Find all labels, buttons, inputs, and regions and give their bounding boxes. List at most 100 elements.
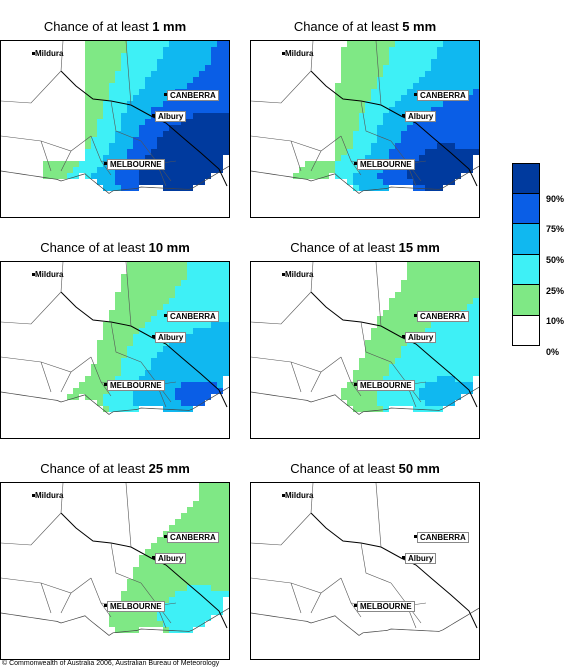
probability-cell <box>169 591 175 597</box>
probability-cell <box>157 561 163 567</box>
probability-cell <box>205 71 211 77</box>
probability-cell <box>211 507 217 513</box>
probability-cell <box>341 173 347 179</box>
probability-cell <box>217 107 223 113</box>
probability-cell <box>455 376 461 382</box>
probability-cell <box>199 561 205 567</box>
probability-cell <box>181 513 187 519</box>
probability-cell <box>127 262 133 268</box>
probability-cell <box>151 47 157 53</box>
probability-cell <box>169 543 175 549</box>
probability-cell <box>205 286 211 292</box>
probability-cell <box>223 537 229 543</box>
probability-cell <box>181 125 187 131</box>
probability-cell <box>419 59 425 65</box>
probability-cell <box>115 71 121 77</box>
probability-cell <box>473 65 479 71</box>
state-border <box>310 70 478 187</box>
probability-cell <box>407 125 413 131</box>
probability-cell <box>353 149 359 155</box>
probability-cell <box>347 382 353 388</box>
probability-cell <box>199 65 205 71</box>
probability-cell <box>61 167 67 173</box>
probability-cell <box>395 304 401 310</box>
probability-cell <box>467 262 473 268</box>
probability-cell <box>383 352 389 358</box>
probability-cell <box>97 161 103 167</box>
probability-cell <box>85 41 91 47</box>
probability-cell <box>371 370 377 376</box>
probability-cell <box>419 358 425 364</box>
probability-cell <box>467 322 473 328</box>
probability-cell <box>145 304 151 310</box>
probability-cell <box>187 41 193 47</box>
probability-cell <box>133 59 139 65</box>
probability-cell <box>145 149 151 155</box>
probability-cell <box>157 167 163 173</box>
title-threshold: 15 mm <box>398 240 440 255</box>
probability-cell <box>109 77 115 83</box>
probability-cell <box>359 394 365 400</box>
probability-cell <box>139 173 145 179</box>
probability-cell <box>193 107 199 113</box>
district-boundary <box>125 483 132 548</box>
place-marker-mildura <box>282 52 285 55</box>
probability-cell <box>127 627 133 633</box>
probability-cell <box>311 161 317 167</box>
probability-cell <box>455 370 461 376</box>
probability-cell <box>121 53 127 59</box>
place-marker-albury <box>152 556 155 559</box>
probability-cell <box>163 292 169 298</box>
probability-cell <box>317 161 323 167</box>
probability-cell <box>461 101 467 107</box>
probability-cell <box>383 173 389 179</box>
probability-cell <box>413 394 419 400</box>
probability-cell <box>127 179 133 185</box>
probability-cell <box>199 137 205 143</box>
probability-cell <box>67 394 73 400</box>
probability-cell <box>121 597 127 603</box>
probability-cell <box>455 107 461 113</box>
probability-cell <box>401 292 407 298</box>
probability-cell <box>425 77 431 83</box>
probability-cell <box>157 370 163 376</box>
probability-cell <box>145 394 151 400</box>
place-label-canberra: CANBERRA <box>417 311 469 322</box>
probability-cell <box>187 161 193 167</box>
probability-cell <box>223 501 229 507</box>
probability-cell <box>109 376 115 382</box>
probability-cell <box>425 101 431 107</box>
probability-cell <box>419 53 425 59</box>
place-label-canberra: CANBERRA <box>167 532 219 543</box>
district-boundary <box>60 371 72 393</box>
probability-cell <box>181 579 187 585</box>
probability-cell <box>223 513 229 519</box>
place-label-mildura: Mildura <box>285 49 314 58</box>
probability-cell <box>413 137 419 143</box>
probability-cell <box>353 173 359 179</box>
probability-cell <box>425 298 431 304</box>
probability-cell <box>455 83 461 89</box>
probability-cell <box>473 316 479 322</box>
probability-cell <box>175 292 181 298</box>
probability-cell <box>347 173 353 179</box>
probability-cell <box>175 274 181 280</box>
probability-cell <box>223 143 229 149</box>
probability-cell <box>365 376 371 382</box>
probability-cell <box>97 137 103 143</box>
probability-cell <box>425 262 431 268</box>
probability-cell <box>121 41 127 47</box>
probability-cell <box>371 340 377 346</box>
probability-cell <box>217 41 223 47</box>
district-boundary <box>60 41 64 72</box>
probability-cell <box>449 119 455 125</box>
probability-cell <box>371 53 377 59</box>
probability-cell <box>205 292 211 298</box>
probability-cell <box>193 376 199 382</box>
probability-cell <box>211 567 217 573</box>
probability-cell <box>223 543 229 549</box>
place-label-mildura: Mildura <box>35 491 64 500</box>
probability-cell <box>169 549 175 555</box>
probability-cell <box>139 370 145 376</box>
probability-cell <box>473 71 479 77</box>
